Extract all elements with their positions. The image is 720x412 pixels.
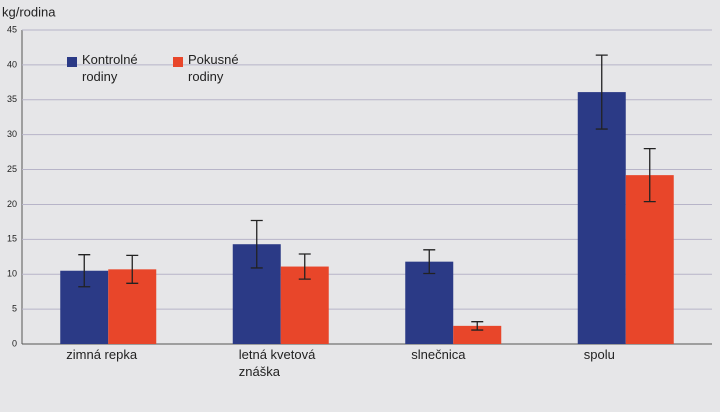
y-tick-label: 20 (7, 199, 17, 209)
legend-swatch (67, 57, 77, 67)
error-bar (423, 249, 436, 275)
y-axis-title: kg/rodina (2, 4, 56, 19)
bar (577, 92, 626, 344)
y-tick-label: 5 (12, 303, 17, 313)
legend-swatch (173, 57, 183, 67)
legend-label: Pokusné rodiny (188, 52, 239, 84)
x-tick-label: spolu (584, 347, 615, 362)
y-tick-label: 15 (7, 234, 17, 244)
y-tick-label: 25 (7, 164, 17, 174)
error-bar (78, 254, 91, 288)
y-tick-label: 35 (7, 94, 17, 104)
y-tick-label: 45 (7, 24, 17, 34)
y-tick-label: 40 (7, 59, 17, 69)
error-bar (471, 321, 484, 331)
error-bar (298, 253, 311, 280)
x-tick-label: letná kvetová znáška (239, 347, 316, 379)
y-tick-label: 30 (7, 129, 17, 139)
y-tick-label: 10 (7, 269, 17, 279)
x-tick-label: zimná repka (66, 347, 138, 362)
error-bar (643, 147, 656, 203)
bar (405, 261, 454, 344)
bar (453, 325, 502, 344)
error-bar (126, 254, 139, 284)
x-tick-label: slnečnica (411, 347, 466, 362)
y-tick-label: 0 (12, 338, 17, 348)
error-bar (595, 54, 608, 130)
error-bar (250, 219, 263, 269)
legend-label: Kontrolné rodiny (82, 52, 138, 84)
bar (625, 175, 674, 344)
